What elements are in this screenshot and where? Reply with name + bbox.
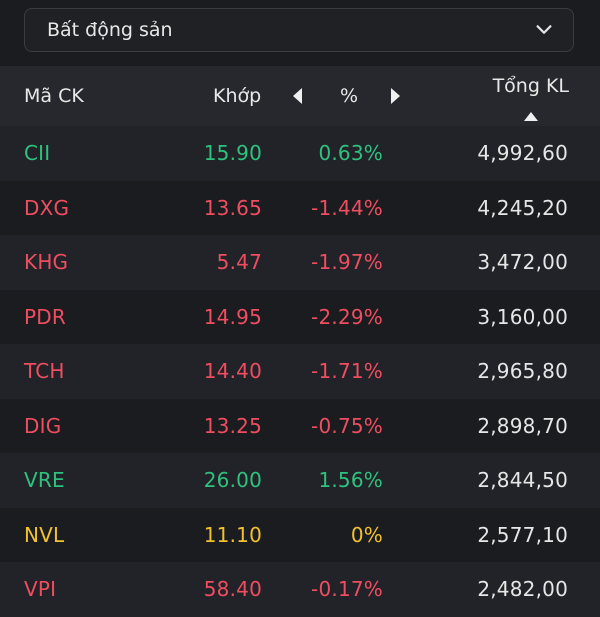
row-volume: 2,482,00	[477, 577, 568, 602]
header-price: Khớp	[213, 85, 262, 107]
header-percent: %	[340, 85, 359, 107]
row-change-percent: 0%	[350, 522, 383, 547]
row-price: 11.10	[203, 522, 262, 547]
row-symbol: VPI	[24, 577, 57, 602]
row-change-percent: -1.97%	[311, 250, 383, 275]
row-volume: 2,965,80	[477, 359, 568, 384]
header-volume[interactable]: Tổng KL	[492, 75, 569, 97]
header-symbol: Mã CK	[24, 85, 84, 107]
row-volume: 4,992,60	[477, 141, 568, 166]
table-row[interactable]: TCH 14.40 -1.71% 2,965,80	[0, 344, 600, 399]
table-row[interactable]: KHG 5.47 -1.97% 3,472,00	[0, 235, 600, 290]
row-symbol: VRE	[24, 468, 65, 493]
row-symbol: TCH	[24, 359, 65, 384]
sector-dropdown[interactable]: Bất động sản	[24, 8, 574, 52]
row-change-percent: -1.71%	[311, 359, 383, 384]
row-volume: 2,577,10	[477, 522, 568, 547]
caret-left-icon	[293, 88, 302, 104]
row-symbol: DIG	[24, 413, 62, 438]
sort-ascending-icon[interactable]	[524, 112, 538, 121]
table-row[interactable]: CII 15.90 0.63% 4,992,60	[0, 126, 600, 181]
table-row[interactable]: VRE 26.00 1.56% 2,844,50	[0, 453, 600, 508]
row-symbol: PDR	[24, 304, 66, 329]
row-volume: 2,898,70	[477, 413, 568, 438]
previous-column-button[interactable]	[291, 87, 305, 110]
chevron-down-icon	[536, 25, 552, 34]
table-row[interactable]: NVL 11.10 0% 2,577,10	[0, 507, 600, 562]
row-price: 14.40	[203, 359, 262, 384]
row-change-percent: -0.17%	[311, 577, 383, 602]
row-change-percent: 1.56%	[318, 468, 383, 493]
row-symbol: CII	[24, 141, 51, 166]
row-volume: 4,245,20	[477, 195, 568, 220]
row-symbol: KHG	[24, 250, 69, 275]
row-volume: 3,160,00	[477, 304, 568, 329]
row-price: 13.65	[203, 195, 262, 220]
row-volume: 2,844,50	[477, 468, 568, 493]
table-row[interactable]: PDR 14.95 -2.29% 3,160,00	[0, 289, 600, 344]
table-row[interactable]: DIG 13.25 -0.75% 2,898,70	[0, 398, 600, 453]
row-symbol: NVL	[24, 522, 65, 547]
row-price: 14.95	[203, 304, 262, 329]
row-price: 58.40	[203, 577, 262, 602]
table-row[interactable]: VPI 58.40 -0.17% 2,482,00	[0, 562, 600, 617]
row-change-percent: -2.29%	[311, 304, 383, 329]
table-header: Mã CK Khớp % Tổng KL	[0, 66, 600, 126]
row-price: 15.90	[203, 141, 262, 166]
row-price: 13.25	[203, 413, 262, 438]
row-change-percent: 0.63%	[318, 141, 383, 166]
row-change-percent: -1.44%	[311, 195, 383, 220]
row-symbol: DXG	[24, 195, 70, 220]
row-price: 26.00	[203, 468, 262, 493]
table-row[interactable]: DXG 13.65 -1.44% 4,245,20	[0, 180, 600, 235]
stock-table: CII 15.90 0.63% 4,992,60 DXG 13.65 -1.44% 4,245…	[0, 126, 600, 617]
row-volume: 3,472,00	[477, 250, 568, 275]
row-price: 5.47	[216, 250, 262, 275]
sector-dropdown-label: Bất động sản	[47, 19, 173, 41]
filter-bar: Bất động sản	[0, 0, 600, 66]
next-column-button[interactable]	[388, 87, 402, 110]
caret-right-icon	[391, 88, 400, 104]
row-change-percent: -0.75%	[311, 413, 383, 438]
